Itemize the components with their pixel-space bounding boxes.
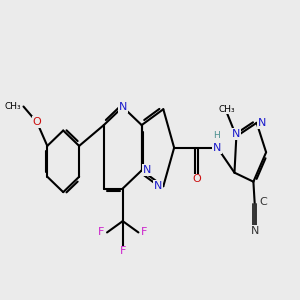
Text: O: O bbox=[33, 117, 41, 128]
Text: F: F bbox=[120, 247, 126, 256]
Text: H: H bbox=[213, 130, 219, 140]
Text: CH₃: CH₃ bbox=[219, 105, 235, 114]
Text: CH₃: CH₃ bbox=[4, 102, 21, 111]
Text: N: N bbox=[118, 102, 127, 112]
Text: N: N bbox=[213, 143, 222, 153]
Text: O: O bbox=[192, 174, 201, 184]
Text: F: F bbox=[98, 227, 104, 237]
Text: N: N bbox=[154, 181, 162, 191]
Text: N: N bbox=[232, 129, 241, 139]
Text: C: C bbox=[260, 197, 267, 207]
Text: N: N bbox=[250, 226, 259, 236]
Text: N: N bbox=[258, 118, 266, 128]
Text: N: N bbox=[143, 165, 152, 176]
Text: F: F bbox=[141, 227, 148, 237]
